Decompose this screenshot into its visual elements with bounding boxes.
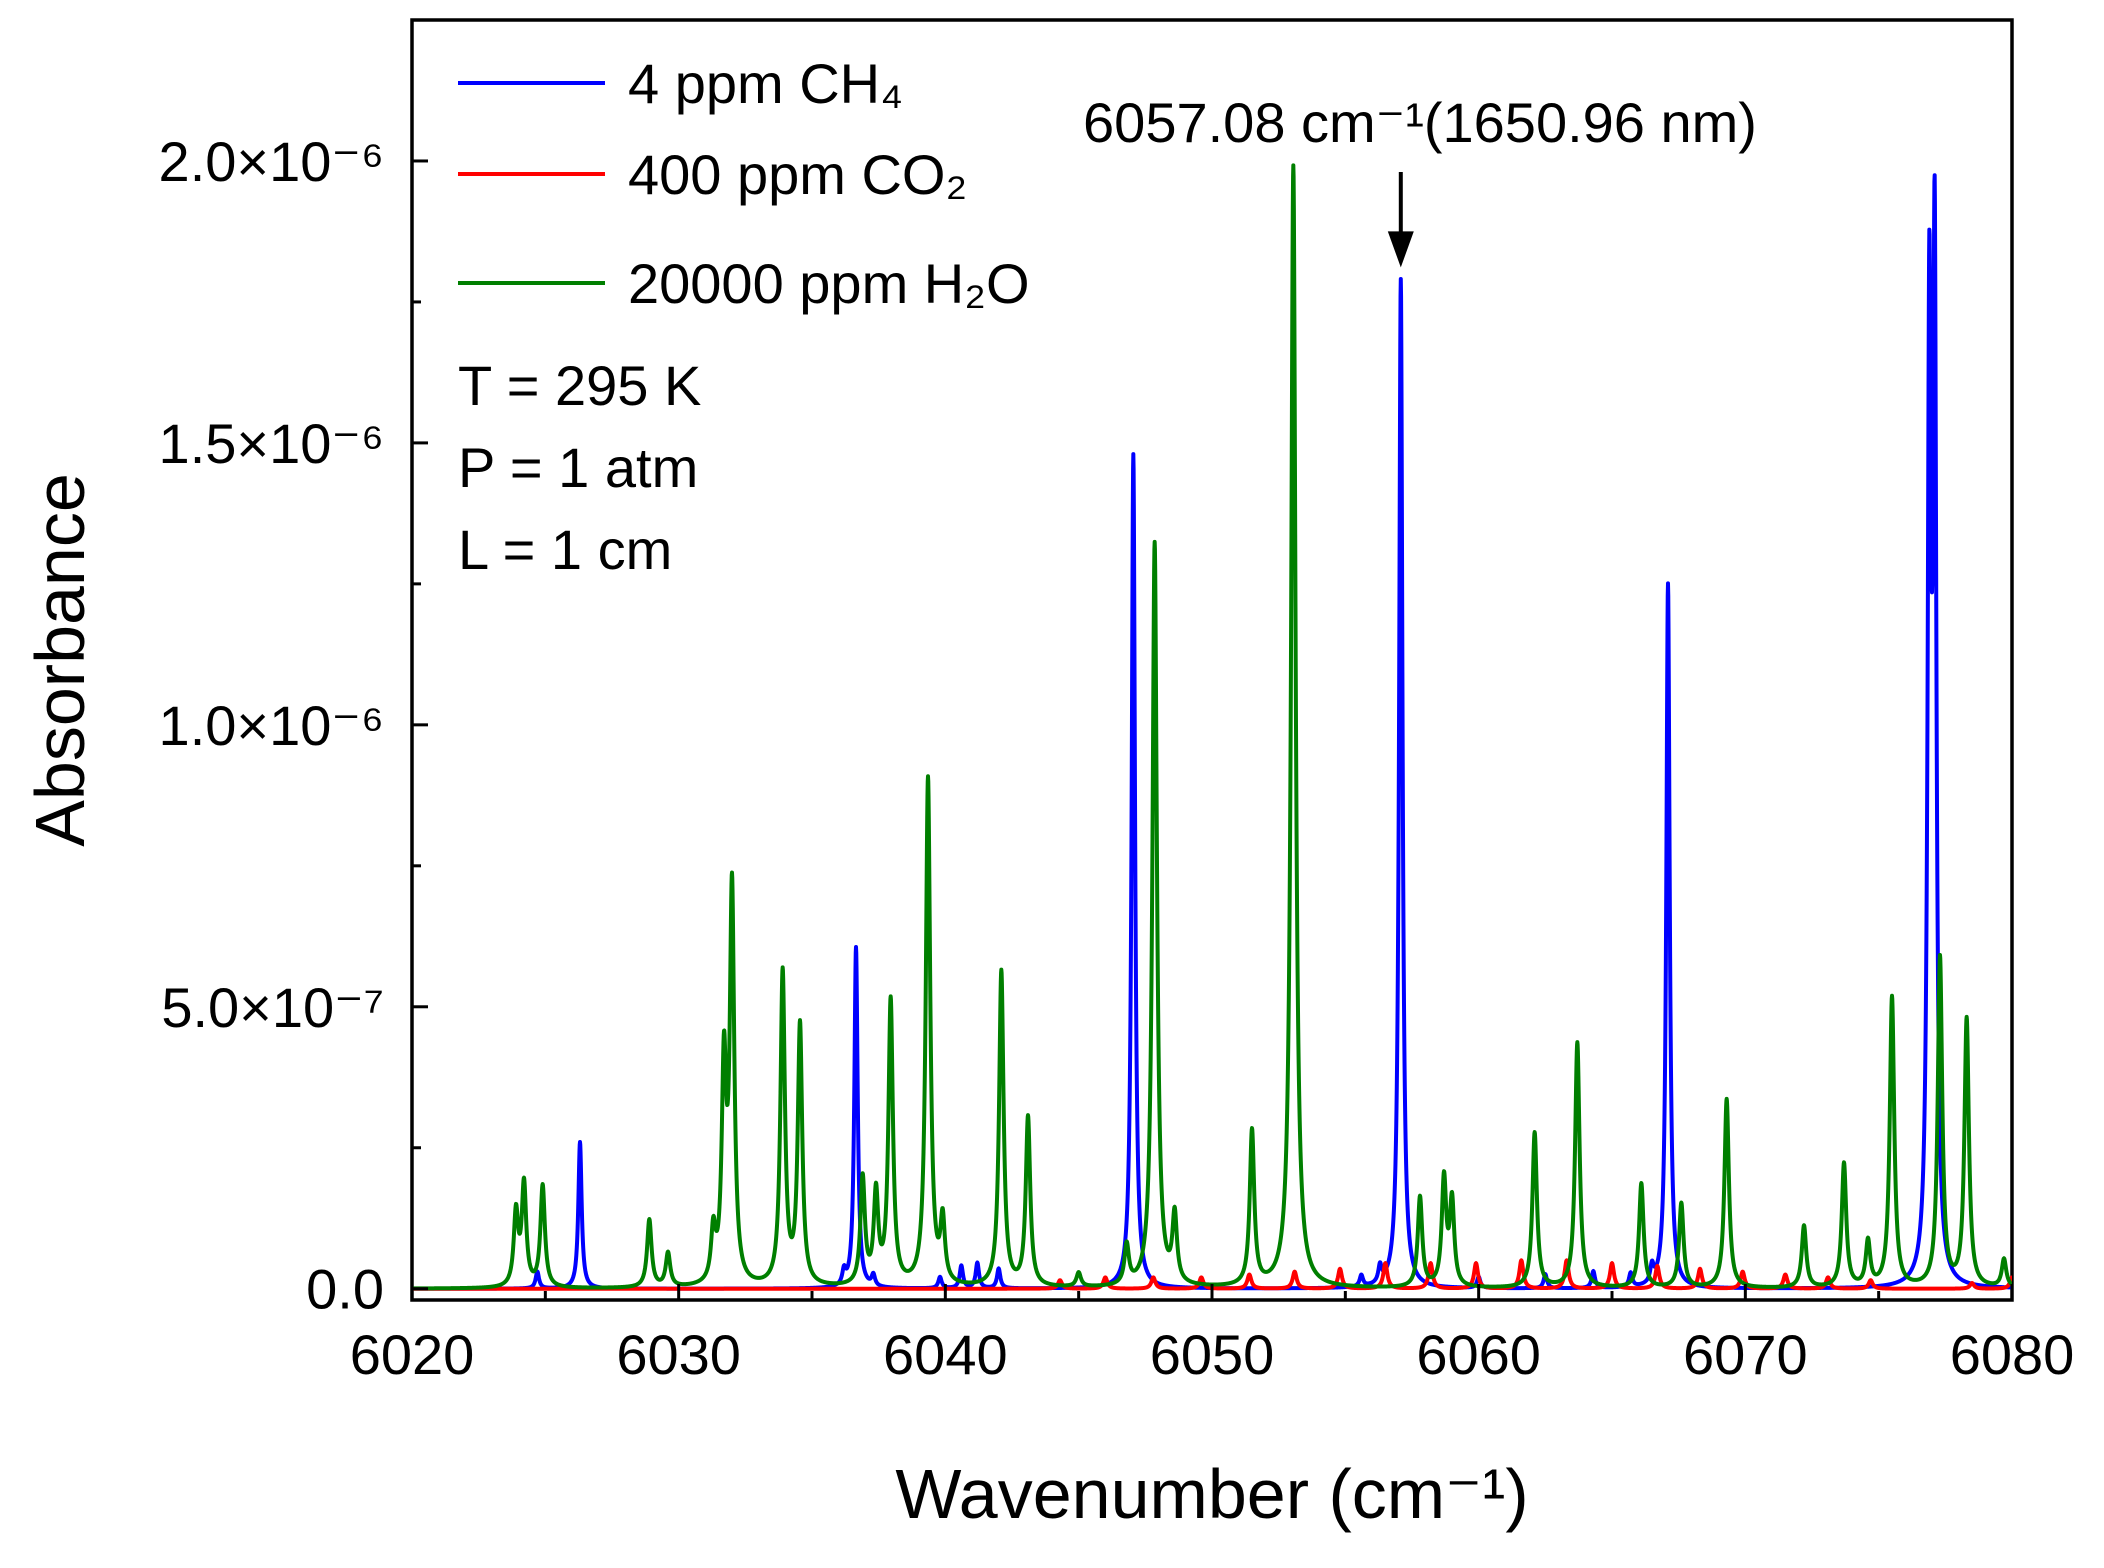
x-tick-label: 6080 xyxy=(1950,1323,2075,1386)
y-tick-label: 1.0×10⁻⁶ xyxy=(159,694,384,757)
x-tick-label: 6020 xyxy=(350,1323,475,1386)
y-tick-label: 0.0 xyxy=(306,1258,384,1321)
y-tick-label: 5.0×10⁻⁷ xyxy=(161,976,384,1039)
peak-annotation: 6057.08 cm⁻¹(1650.96 nm) xyxy=(1083,91,1757,268)
legend-label-h2o: 20000 ppm H₂O xyxy=(628,252,1030,315)
y-tick-label: 2.0×10⁻⁶ xyxy=(159,130,384,193)
series-layer xyxy=(412,163,2012,1291)
legend-label-ch4: 4 ppm CH₄ xyxy=(628,52,903,115)
condition-temperature: T = 295 K xyxy=(458,354,701,417)
series-line-h2o xyxy=(412,163,2012,1291)
condition-pathlength: L = 1 cm xyxy=(458,518,672,581)
y-axis: 0.0 5.0×10⁻⁷ 1.0×10⁻⁶ 1.5×10⁻⁶ 2.0×10⁻⁶ xyxy=(159,130,428,1321)
x-tick-label: 6070 xyxy=(1683,1323,1808,1386)
condition-pressure: P = 1 atm xyxy=(458,436,698,499)
peak-annotation-arrow-head xyxy=(1387,231,1414,268)
series-line-ch4 xyxy=(412,173,2012,1291)
conditions-block: T = 295 K P = 1 atm L = 1 cm xyxy=(458,354,701,581)
plot-frame xyxy=(410,18,2014,1302)
x-axis-title: Wavenumber (cm⁻¹) xyxy=(895,1455,1528,1533)
x-tick-label: 6060 xyxy=(1416,1323,1541,1386)
x-axis: 6020 6030 6040 6050 6060 6070 6080 xyxy=(350,1284,2075,1386)
x-tick-label: 6030 xyxy=(616,1323,741,1386)
legend-label-co2: 400 ppm CO₂ xyxy=(628,143,967,206)
x-tick-label: 6050 xyxy=(1150,1323,1275,1386)
y-tick-label: 1.5×10⁻⁶ xyxy=(159,412,384,475)
legend: 4 ppm CH₄ 400 ppm CO₂ 20000 ppm H₂O xyxy=(458,52,1030,315)
x-tick-label: 6040 xyxy=(883,1323,1008,1386)
peak-annotation-label: 6057.08 cm⁻¹(1650.96 nm) xyxy=(1083,91,1757,154)
y-axis-title: Absorbance xyxy=(21,473,99,847)
